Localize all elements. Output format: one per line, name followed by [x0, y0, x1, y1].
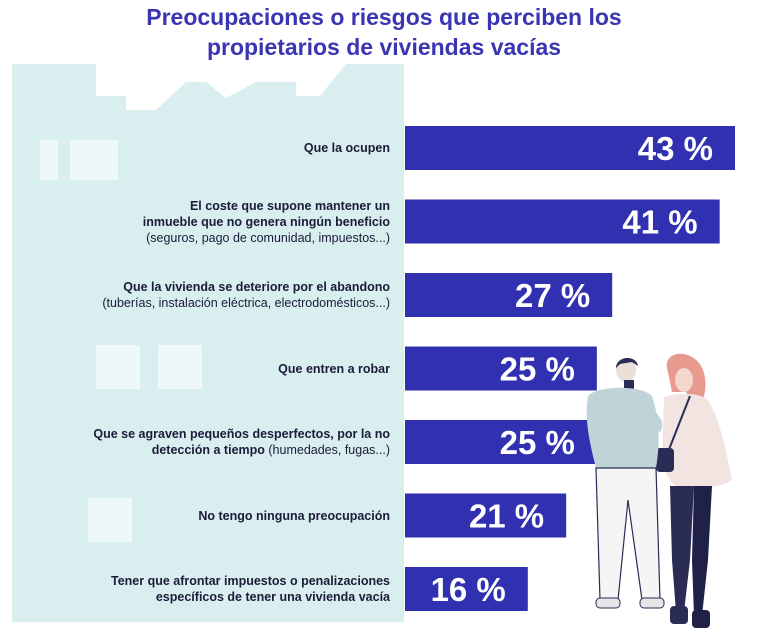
category-label: Tener que afrontar impuestos o penalizac…	[50, 573, 390, 605]
chart-title: Preocupaciones o riesgos que perciben lo…	[0, 2, 768, 62]
house-window	[40, 140, 58, 180]
woman-boot	[670, 606, 688, 624]
category-label-main: Que entren a robar	[278, 361, 390, 376]
category-label-line: detección a tiempo (humedades, fugas...)	[50, 442, 390, 458]
bar-value-label: 27 %	[515, 277, 590, 314]
bar	[405, 273, 613, 317]
house-window	[88, 498, 132, 542]
category-label-main: inmueble que no genera ningún beneficio	[142, 214, 390, 229]
category-label: El coste que supone mantener un inmueble …	[50, 198, 390, 246]
man-shoe	[639, 597, 665, 609]
category-label-main: Tener que afrontar impuestos o penalizac…	[111, 574, 390, 588]
woman-leg	[670, 486, 694, 612]
house-silhouette	[12, 64, 404, 622]
bar-value-label: 41 %	[622, 204, 697, 241]
category-label-line: Que la ocupen	[50, 140, 390, 156]
category-label-line: El coste que supone mantener un	[50, 198, 390, 214]
bar	[405, 346, 597, 391]
house-window	[158, 345, 202, 389]
category-label-line: Que entren a robar	[50, 361, 390, 377]
bag-strap	[667, 395, 691, 453]
bar	[405, 199, 720, 244]
category-label-line: específicos de tener una vivienda vacía	[50, 589, 390, 605]
bar-value-label: 43 %	[638, 130, 713, 167]
woman-boot	[692, 610, 710, 628]
category-label: Que la vivienda se deteriore por el aban…	[50, 279, 390, 311]
category-label-main: El coste que supone mantener un	[189, 198, 390, 213]
bar	[405, 493, 567, 538]
bar-value-label: 21 %	[469, 498, 544, 535]
woman-coat	[662, 393, 732, 487]
man-arm	[640, 400, 663, 432]
man-shoe	[595, 597, 621, 609]
chart-title-line-1: Preocupaciones o riesgos que perciben lo…	[146, 4, 622, 30]
category-label-line: Que se agraven pequeños desperfectos, po…	[50, 426, 390, 442]
couple-illustration	[586, 353, 732, 628]
category-label-detail: (seguros, pago de comunidad, impuestos..…	[146, 230, 390, 245]
bar-value-label: 25 %	[500, 351, 575, 388]
category-label-line: Tener que afrontar impuestos o penalizac…	[50, 573, 390, 589]
man-hair	[616, 357, 638, 368]
bar-value-label: 25 %	[500, 424, 575, 461]
bar	[405, 567, 528, 611]
category-label: No tengo ninguna preocupación	[50, 508, 390, 524]
category-label-main: Que la vivienda se deteriore por el aban…	[123, 280, 390, 294]
chart-title-line-2: propietarios de viviendas vacías	[206, 34, 562, 60]
house-window	[96, 345, 140, 389]
bar	[405, 420, 597, 464]
category-label-main: Que se agraven pequeños desperfectos, po…	[93, 427, 390, 441]
bar-value-label: 16 %	[431, 571, 506, 608]
category-label-line: (tuberías, instalación eléctrica, electr…	[50, 295, 390, 311]
category-label: Que la ocupen	[50, 140, 390, 156]
man-head	[616, 358, 636, 382]
category-label-main: No tengo ninguna preocupación	[198, 508, 390, 523]
woman-leg	[692, 486, 712, 616]
category-label-main: específicos de tener una vivienda vacía	[155, 590, 390, 604]
house-illustration	[12, 64, 404, 622]
house-window	[70, 140, 118, 180]
category-label-main: detección a tiempo	[151, 443, 265, 457]
category-label-detail: (tuberías, instalación eléctrica, electr…	[102, 296, 390, 310]
bar	[405, 126, 735, 170]
category-label-line: No tengo ninguna preocupación	[50, 508, 390, 524]
man-sweater	[586, 387, 659, 468]
category-label: Que se agraven pequeños desperfectos, po…	[50, 426, 390, 458]
woman-face	[675, 368, 693, 392]
category-label: Que entren a robar	[50, 361, 390, 377]
category-label-detail: (humedades, fugas...)	[264, 443, 390, 457]
woman-bag	[656, 448, 674, 472]
category-label-main: Que la ocupen	[303, 141, 390, 155]
category-label-line: (seguros, pago de comunidad, impuestos..…	[50, 230, 390, 246]
bars-group: 43 % 41 % 27 % 25 % 25 % 21 % 16 %	[405, 126, 735, 611]
category-label-line: Que la vivienda se deteriore por el aban…	[50, 279, 390, 295]
category-label-line: inmueble que no genera ningún beneficio	[50, 214, 390, 230]
